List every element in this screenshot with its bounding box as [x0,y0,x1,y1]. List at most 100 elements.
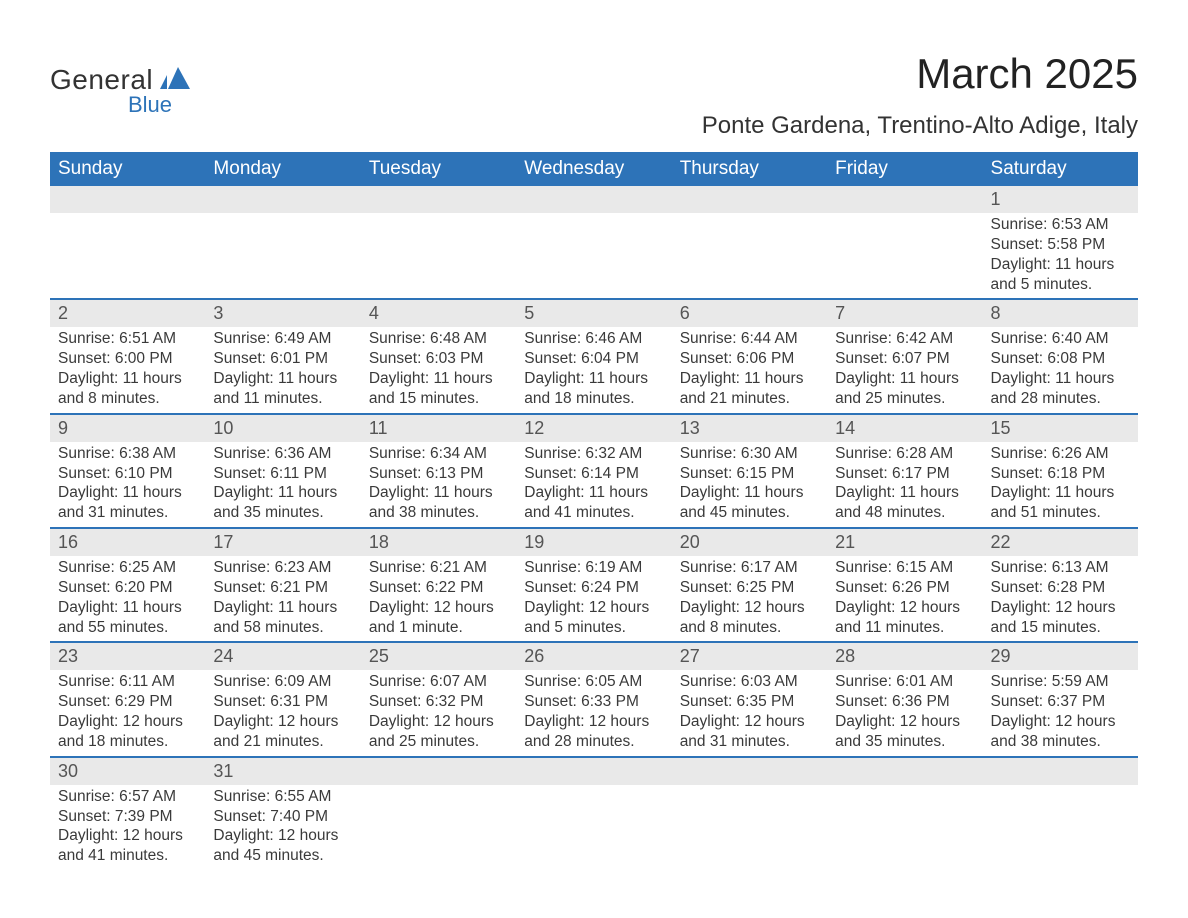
weekday-header: Monday [205,152,360,186]
sunrise-text: Sunrise: 6:30 AM [680,444,819,464]
title-block: March 2025 Ponte Gardena, Trentino-Alto … [702,30,1138,140]
day-number [205,186,360,213]
day-cell: 17Sunrise: 6:23 AMSunset: 6:21 PMDayligh… [205,529,360,641]
sunrise-text: Sunrise: 6:25 AM [58,558,197,578]
day-number [516,758,671,785]
sunset-text: Sunset: 7:39 PM [58,807,197,827]
day-cell: 10Sunrise: 6:36 AMSunset: 6:11 PMDayligh… [205,415,360,527]
day-content: Sunrise: 6:28 AMSunset: 6:17 PMDaylight:… [827,442,982,527]
daylight-text: Daylight: 12 hours and 25 minutes. [369,712,508,752]
week-row: 2Sunrise: 6:51 AMSunset: 6:00 PMDaylight… [50,298,1138,412]
sunset-text: Sunset: 6:21 PM [213,578,352,598]
weekday-header: Wednesday [516,152,671,186]
daylight-text: Daylight: 11 hours and 41 minutes. [524,483,663,523]
weekday-header: Friday [827,152,982,186]
sunset-text: Sunset: 6:13 PM [369,464,508,484]
day-number [50,186,205,213]
daylight-text: Daylight: 12 hours and 5 minutes. [524,598,663,638]
sunset-text: Sunset: 6:26 PM [835,578,974,598]
day-cell: 2Sunrise: 6:51 AMSunset: 6:00 PMDaylight… [50,300,205,412]
sunset-text: Sunset: 6:00 PM [58,349,197,369]
day-content [516,213,671,219]
week-row: 9Sunrise: 6:38 AMSunset: 6:10 PMDaylight… [50,413,1138,527]
sunset-text: Sunset: 6:17 PM [835,464,974,484]
daylight-text: Daylight: 11 hours and 51 minutes. [991,483,1130,523]
day-cell [827,758,982,870]
day-number [827,186,982,213]
day-cell: 8Sunrise: 6:40 AMSunset: 6:08 PMDaylight… [983,300,1138,412]
day-number: 9 [50,415,205,442]
day-number: 17 [205,529,360,556]
day-content [672,785,827,791]
day-cell: 7Sunrise: 6:42 AMSunset: 6:07 PMDaylight… [827,300,982,412]
sunset-text: Sunset: 6:37 PM [991,692,1130,712]
day-cell: 30Sunrise: 6:57 AMSunset: 7:39 PMDayligh… [50,758,205,870]
weekday-header-row: SundayMondayTuesdayWednesdayThursdayFrid… [50,152,1138,186]
day-content: Sunrise: 6:57 AMSunset: 7:39 PMDaylight:… [50,785,205,870]
day-cell [672,758,827,870]
daylight-text: Daylight: 12 hours and 28 minutes. [524,712,663,752]
sunset-text: Sunset: 6:29 PM [58,692,197,712]
day-number: 24 [205,643,360,670]
sunset-text: Sunset: 6:24 PM [524,578,663,598]
day-cell: 13Sunrise: 6:30 AMSunset: 6:15 PMDayligh… [672,415,827,527]
day-content [50,213,205,219]
sunset-text: Sunset: 6:04 PM [524,349,663,369]
sunrise-text: Sunrise: 6:38 AM [58,444,197,464]
sunset-text: Sunset: 6:36 PM [835,692,974,712]
sunset-text: Sunset: 6:03 PM [369,349,508,369]
day-content [827,785,982,791]
daylight-text: Daylight: 12 hours and 45 minutes. [213,826,352,866]
header: General Blue March 2025 Ponte Gardena, T… [50,30,1138,140]
day-cell [983,758,1138,870]
day-number: 14 [827,415,982,442]
sunset-text: Sunset: 6:20 PM [58,578,197,598]
sunset-text: Sunset: 6:22 PM [369,578,508,598]
sunrise-text: Sunrise: 6:32 AM [524,444,663,464]
day-content: Sunrise: 6:36 AMSunset: 6:11 PMDaylight:… [205,442,360,527]
day-number: 19 [516,529,671,556]
sunrise-text: Sunrise: 6:48 AM [369,329,508,349]
day-cell [672,186,827,298]
daylight-text: Daylight: 11 hours and 55 minutes. [58,598,197,638]
day-cell: 21Sunrise: 6:15 AMSunset: 6:26 PMDayligh… [827,529,982,641]
day-number: 10 [205,415,360,442]
day-cell: 5Sunrise: 6:46 AMSunset: 6:04 PMDaylight… [516,300,671,412]
logo: General Blue [50,30,190,118]
sunset-text: Sunset: 6:18 PM [991,464,1130,484]
sunrise-text: Sunrise: 6:26 AM [991,444,1130,464]
daylight-text: Daylight: 11 hours and 31 minutes. [58,483,197,523]
day-cell: 1Sunrise: 6:53 AMSunset: 5:58 PMDaylight… [983,186,1138,298]
daylight-text: Daylight: 12 hours and 35 minutes. [835,712,974,752]
daylight-text: Daylight: 12 hours and 38 minutes. [991,712,1130,752]
sunrise-text: Sunrise: 6:15 AM [835,558,974,578]
day-cell: 27Sunrise: 6:03 AMSunset: 6:35 PMDayligh… [672,643,827,755]
day-number: 2 [50,300,205,327]
day-number: 3 [205,300,360,327]
sunset-text: Sunset: 6:01 PM [213,349,352,369]
daylight-text: Daylight: 12 hours and 1 minute. [369,598,508,638]
sunset-text: Sunset: 6:28 PM [991,578,1130,598]
daylight-text: Daylight: 11 hours and 38 minutes. [369,483,508,523]
day-content [516,785,671,791]
day-content: Sunrise: 6:53 AMSunset: 5:58 PMDaylight:… [983,213,1138,298]
day-number [983,758,1138,785]
day-number: 20 [672,529,827,556]
day-content: Sunrise: 6:17 AMSunset: 6:25 PMDaylight:… [672,556,827,641]
sunset-text: Sunset: 6:25 PM [680,578,819,598]
day-cell: 23Sunrise: 6:11 AMSunset: 6:29 PMDayligh… [50,643,205,755]
logo-text-secondary: Blue [128,92,190,118]
day-number [516,186,671,213]
sunrise-text: Sunrise: 6:57 AM [58,787,197,807]
day-number: 28 [827,643,982,670]
sunrise-text: Sunrise: 6:34 AM [369,444,508,464]
day-number: 7 [827,300,982,327]
sunset-text: Sunset: 6:07 PM [835,349,974,369]
sunrise-text: Sunrise: 6:44 AM [680,329,819,349]
sunrise-text: Sunrise: 6:53 AM [991,215,1130,235]
day-number: 4 [361,300,516,327]
day-content: Sunrise: 6:07 AMSunset: 6:32 PMDaylight:… [361,670,516,755]
day-number: 18 [361,529,516,556]
daylight-text: Daylight: 12 hours and 18 minutes. [58,712,197,752]
day-cell [516,758,671,870]
